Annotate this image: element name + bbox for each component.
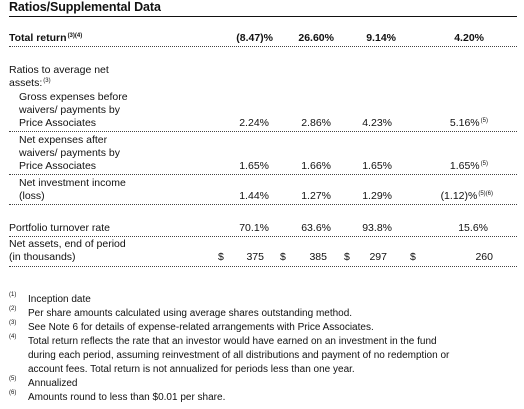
footnote-text: Inception date <box>28 294 91 305</box>
net-investment-income-label: Net investment income <box>19 177 126 189</box>
annualized-footnote-ref: (5) <box>480 161 488 167</box>
net-assets-value: 385 <box>309 251 327 263</box>
footnote-mark: (2) <box>9 306 17 312</box>
row-divider <box>9 46 517 47</box>
row-divider <box>9 204 517 205</box>
net-assets-value: 375 <box>246 251 264 263</box>
gross-expenses-label: Gross expenses before <box>19 91 128 103</box>
ratios-footnote-ref: (3) <box>43 78 51 84</box>
net-investment-income-value: 1.44% <box>239 190 269 202</box>
footnote-text: account fees. Total return is not annual… <box>28 364 355 375</box>
total-return-value: 4.20% <box>454 32 484 44</box>
gross-expenses-label: waivers/ payments by <box>19 104 120 116</box>
net-assets-currency: $ <box>280 251 286 263</box>
footnote-text: Per share amounts calculated using avera… <box>28 308 353 319</box>
gross-expenses-label: Price Associates <box>19 117 97 129</box>
net-investment-income-value: 1.27% <box>301 190 331 202</box>
title-rule <box>9 16 517 17</box>
portfolio-turnover-value: 15.6% <box>458 222 488 234</box>
row-divider <box>9 131 517 132</box>
net-investment-income-label: (loss) <box>19 190 45 202</box>
row-divider <box>9 236 517 237</box>
net-assets-currency: $ <box>410 251 416 263</box>
net-expenses-value: 1.66% <box>301 160 331 172</box>
portfolio-turnover-value: 63.6% <box>301 222 331 234</box>
net-assets-value: 297 <box>369 251 387 263</box>
portfolio-turnover-label: Portfolio turnover rate <box>9 222 110 234</box>
net-assets-label: Net assets, end of period <box>9 238 126 250</box>
portfolio-turnover-value: 70.1% <box>239 222 269 234</box>
footnote-text: during each period, assuming reinvestmen… <box>28 350 450 361</box>
net-expenses-value: 1.65%(5) <box>449 160 488 172</box>
net-expenses-label: Net expenses after <box>19 134 108 146</box>
net-expenses-value: 1.65% <box>362 160 392 172</box>
total-return-value: (8.47)% <box>236 32 273 44</box>
section-title: Ratios/Supplemental Data <box>9 0 161 14</box>
footnote-text: Amounts round to less than $0.01 per sha… <box>28 392 226 403</box>
gross-expenses-value: 5.16%(5) <box>449 117 488 129</box>
net-assets-currency: $ <box>218 251 224 263</box>
net-investment-income-value: (1.12)%(5)(6) <box>440 190 493 202</box>
footnote-text: Total return reflects the rate that an i… <box>28 336 437 347</box>
net-assets-currency: $ <box>344 251 350 263</box>
net-assets-label: (in thousands) <box>9 251 76 263</box>
net-expenses-value: 1.65% <box>239 160 269 172</box>
footnote-mark: (4) <box>9 334 17 340</box>
ratios-heading-line: assets:(3) <box>9 77 51 89</box>
gross-expenses-value: 2.86% <box>301 117 331 129</box>
annualized-footnote-ref: (5)(6) <box>478 191 493 197</box>
row-divider <box>9 174 517 175</box>
total-return-footnote-ref: (3)(4) <box>67 33 83 39</box>
ratios-heading-line: Ratios to average net <box>9 64 109 76</box>
row-divider <box>9 266 517 267</box>
total-return-value: 26.60% <box>298 32 334 44</box>
portfolio-turnover-value: 93.8% <box>362 222 392 234</box>
gross-expenses-value: 4.23% <box>362 117 392 129</box>
total-return-value: 9.14% <box>366 32 396 44</box>
annualized-footnote-ref: (5) <box>480 118 488 124</box>
footnote-mark: (3) <box>9 320 17 326</box>
net-assets-value: 260 <box>475 251 493 263</box>
total-return-label: Total return(3)(4) <box>9 32 83 44</box>
footnote-mark: (1) <box>9 292 17 298</box>
footnote-mark: (5) <box>9 376 17 382</box>
footnote-mark: (6) <box>9 390 17 396</box>
gross-expenses-value: 2.24% <box>239 117 269 129</box>
net-investment-income-value: 1.29% <box>362 190 392 202</box>
footnote-text: See Note 6 for details of expense-relate… <box>28 322 374 333</box>
footnote-text: Annualized <box>28 378 78 389</box>
net-expenses-label: Price Associates <box>19 160 97 172</box>
net-expenses-label: waivers/ payments by <box>19 147 120 159</box>
